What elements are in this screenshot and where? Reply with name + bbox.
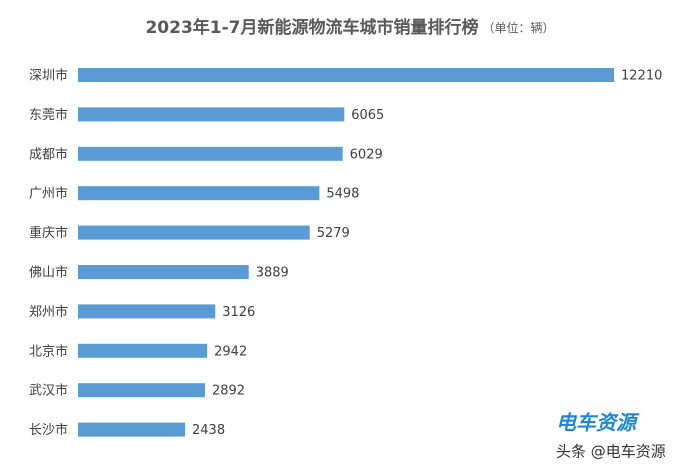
value-label: 3889 [256,266,289,281]
value-label: 5279 [317,226,350,241]
category-label: 重庆市 [29,225,68,241]
bar [78,343,208,358]
value-label: 6065 [351,108,384,123]
bar [78,68,614,82]
category-label: 佛山市 [29,265,68,281]
title-text: 2023年1-7月新能源物流车城市销量排行榜 [145,17,478,38]
value-label: 5498 [326,187,359,202]
category-label: 深圳市 [29,68,68,84]
bar [78,304,216,319]
category-label: 北京市 [29,343,68,359]
bar [78,422,186,437]
value-label: 3126 [222,305,255,320]
category-label: 东莞市 [29,107,68,123]
category-label: 长沙市 [29,422,68,438]
category-label: 成都市 [29,146,68,162]
subtitle: （单位：辆） [483,20,555,35]
bar [78,146,343,161]
bar [78,383,205,398]
watermark-logo: 电车资源 [556,411,640,435]
watermark-account: 头条 @电车资源 [556,443,666,461]
bar [78,186,320,201]
value-label: 2892 [212,384,245,399]
bar [78,265,249,279]
bar [78,107,345,122]
category-label: 郑州市 [29,304,68,320]
value-label: 12210 [621,69,662,84]
value-label: 2438 [192,423,225,438]
bar [78,225,310,240]
value-label: 6029 [350,147,383,162]
category-label: 广州市 [29,186,68,202]
chart-title: 2023年1-7月新能源物流车城市销量排行榜 （单位：辆） [145,17,554,38]
category-label: 武汉市 [29,383,68,399]
value-label: 2942 [214,344,247,359]
